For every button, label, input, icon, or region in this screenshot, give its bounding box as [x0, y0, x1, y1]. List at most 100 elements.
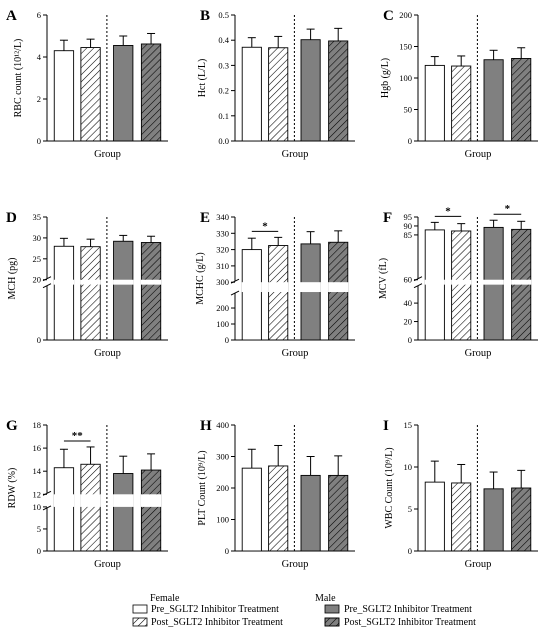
y-tick-label: 100 [216, 515, 229, 525]
panel-letter-G: G [6, 418, 18, 434]
bar-2 [113, 45, 134, 142]
bar-3 [140, 242, 162, 341]
bar-2 [300, 474, 321, 552]
bar-1 [80, 47, 101, 142]
bar-break-gap [424, 279, 445, 285]
y-tick-label: 0.1 [218, 111, 229, 121]
y-tick-label: 10 [33, 502, 42, 512]
y-tick-label: 95 [404, 212, 413, 222]
axis-break-mark [413, 283, 423, 289]
legend-label-female-post: Post_SGLT2 Inhibitor Treatment [151, 617, 283, 628]
bar-3 [328, 40, 349, 142]
bar-0 [241, 249, 262, 341]
y-tick-label: 18 [33, 420, 42, 430]
bar-1 [451, 65, 472, 142]
y-tick-label: 100 [399, 73, 412, 83]
panel-letter-B: B [200, 8, 210, 24]
x-axis-label: Group [94, 348, 121, 359]
y-axis-label: MCHC (g/L) [195, 252, 206, 305]
y-tick-label: 85 [404, 230, 413, 240]
y-tick-label: 5 [37, 524, 41, 534]
bar-break-gap [268, 282, 289, 293]
legend-swatch-female-post [132, 617, 148, 627]
chart-panels: A 0 2 4 6 RBC count (10¹²/L) Group B 0.0 0.1 0.2 0.… [6, 8, 538, 570]
legend-male-title: Male [315, 593, 336, 604]
x-axis-label: Group [282, 149, 309, 160]
bar-break-gap [328, 282, 349, 293]
y-tick-label: 30 [33, 233, 42, 243]
y-tick-label: 20 [33, 275, 42, 285]
legend-label-female-pre: Pre_SGLT2 Inhibitor Treatment [151, 604, 279, 615]
bar-break-gap [140, 494, 162, 507]
bar-break-gap [113, 494, 134, 507]
legend-swatch-male-post [324, 617, 340, 627]
y-tick-label: 40 [404, 298, 413, 308]
bar-2 [113, 240, 134, 341]
y-tick-label: 14 [33, 466, 42, 476]
y-tick-label: 12 [33, 489, 42, 499]
bar-break-gap [53, 494, 75, 507]
y-tick-label: 0.5 [218, 10, 229, 20]
y-tick-label: 100 [216, 319, 229, 329]
bar-2 [483, 59, 504, 142]
panel-letter-F: F [383, 210, 392, 226]
bar-3 [328, 474, 349, 552]
panel-letter-A: A [6, 8, 17, 24]
y-axis-label: PLT Count (10⁹/L) [197, 450, 208, 525]
bar-2 [483, 488, 504, 552]
y-tick-label: 200 [399, 10, 412, 20]
y-tick-label: 0 [37, 335, 41, 345]
y-tick-label: 150 [399, 42, 412, 52]
y-tick-label: 320 [216, 245, 229, 255]
panel-letter-D: D [6, 210, 17, 226]
bar-2 [113, 473, 134, 552]
bar-0 [424, 481, 445, 552]
y-tick-label: 400 [216, 420, 229, 430]
bar-1 [451, 482, 472, 552]
axis-break-mark [42, 283, 52, 289]
x-axis-label: Group [282, 348, 309, 359]
bar-3 [140, 469, 162, 552]
panel-letter-E: E [200, 210, 210, 226]
legend: Female Male Pre_SGLT2 Inhibitor Treatmen… [132, 593, 476, 628]
bar-break-gap [300, 282, 321, 293]
bar-0 [53, 245, 75, 341]
y-axis-label: Hgb (g/L) [380, 58, 391, 98]
y-tick-label: 200 [216, 483, 229, 493]
bar-break-gap [451, 279, 472, 285]
bar-break-gap [511, 279, 532, 285]
bar-0 [241, 46, 262, 142]
y-tick-label: 50 [404, 105, 413, 115]
bar-3 [511, 228, 532, 341]
bar-1 [268, 245, 289, 341]
panel-G: G 0 5 10 12 14 16 18 RDW (%) Group ** [6, 418, 168, 570]
y-tick-label: 340 [216, 212, 229, 222]
panel-letter-H: H [200, 418, 212, 434]
y-axis-label: WBC Count (10⁹/L) [384, 447, 395, 528]
y-tick-label: 0.2 [218, 86, 229, 96]
bar-3 [140, 43, 162, 142]
bar-break-gap [241, 282, 262, 293]
legend-swatch-male-pre [324, 604, 340, 614]
bar-0 [241, 467, 262, 552]
x-axis-label: Group [465, 348, 492, 359]
y-tick-label: 310 [216, 261, 229, 271]
y-tick-label: 10 [404, 462, 413, 472]
x-axis-label: Group [94, 149, 121, 160]
bar-break-gap [483, 279, 504, 285]
y-axis-label: RBC count (10¹²/L) [13, 39, 24, 118]
bar-1 [268, 465, 289, 552]
y-tick-label: 2 [37, 94, 41, 104]
y-tick-label: 25 [33, 254, 42, 264]
bar-break-gap [113, 279, 134, 285]
significance-label: ** [72, 430, 84, 442]
y-tick-label: 6 [37, 10, 41, 20]
y-tick-label: 20 [404, 317, 413, 327]
y-tick-label: 200 [216, 303, 229, 313]
y-tick-label: 0 [408, 546, 412, 556]
panel-letter-C: C [383, 8, 394, 24]
y-axis-label: MCV (fL) [378, 258, 389, 299]
y-tick-label: 35 [33, 212, 42, 222]
y-tick-label: 0.0 [218, 136, 229, 146]
